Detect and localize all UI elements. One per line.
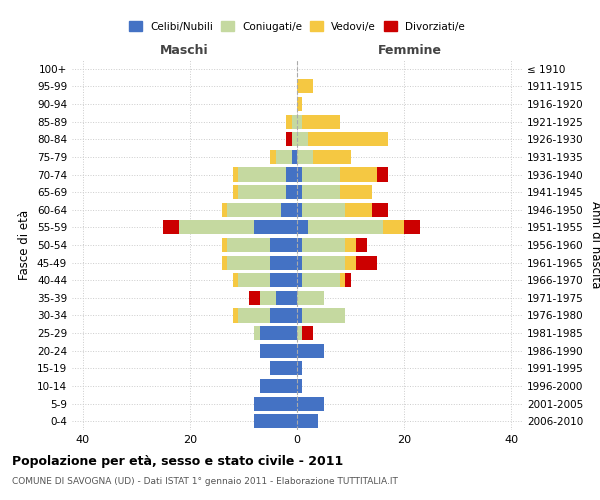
Bar xyxy=(308,220,383,234)
Bar xyxy=(297,185,302,199)
Bar xyxy=(340,185,372,199)
Bar xyxy=(254,326,260,340)
Bar xyxy=(260,344,297,358)
Bar xyxy=(297,168,302,181)
Bar xyxy=(270,308,297,322)
Bar xyxy=(404,220,420,234)
Bar xyxy=(345,273,350,287)
Bar xyxy=(297,220,308,234)
Bar xyxy=(286,185,297,199)
Bar xyxy=(233,308,238,322)
Bar xyxy=(302,308,345,322)
Bar xyxy=(297,414,319,428)
Bar xyxy=(302,256,345,270)
Text: Femmine: Femmine xyxy=(377,44,442,58)
Bar xyxy=(297,344,324,358)
Bar xyxy=(377,168,388,181)
Bar xyxy=(292,150,297,164)
Y-axis label: Anni di nascita: Anni di nascita xyxy=(589,202,600,288)
Bar xyxy=(292,114,297,128)
Bar xyxy=(372,202,388,217)
Bar xyxy=(297,326,302,340)
Bar xyxy=(275,291,297,305)
Bar xyxy=(313,150,350,164)
Bar xyxy=(260,291,275,305)
Bar xyxy=(179,220,254,234)
Bar xyxy=(270,256,297,270)
Bar xyxy=(345,256,356,270)
Text: COMUNE DI SAVOGNA (UD) - Dati ISTAT 1° gennaio 2011 - Elaborazione TUTTITALIA.IT: COMUNE DI SAVOGNA (UD) - Dati ISTAT 1° g… xyxy=(12,478,398,486)
Bar xyxy=(222,256,227,270)
Bar xyxy=(302,238,345,252)
Bar xyxy=(222,238,227,252)
Bar xyxy=(238,168,286,181)
Bar xyxy=(302,185,340,199)
Text: Popolazione per età, sesso e stato civile - 2011: Popolazione per età, sesso e stato civil… xyxy=(12,455,343,468)
Bar xyxy=(297,396,324,410)
Bar xyxy=(356,238,367,252)
Bar xyxy=(238,185,286,199)
Bar xyxy=(297,80,313,94)
Bar xyxy=(297,114,302,128)
Bar xyxy=(302,202,345,217)
Bar xyxy=(302,326,313,340)
Bar xyxy=(254,396,297,410)
Bar xyxy=(222,202,227,217)
Bar xyxy=(286,132,292,146)
Bar xyxy=(254,414,297,428)
Bar xyxy=(227,238,270,252)
Bar xyxy=(270,150,275,164)
Bar xyxy=(260,326,297,340)
Bar xyxy=(297,202,302,217)
Bar xyxy=(302,273,340,287)
Y-axis label: Fasce di età: Fasce di età xyxy=(19,210,31,280)
Bar xyxy=(302,168,340,181)
Bar xyxy=(163,220,179,234)
Bar xyxy=(340,168,377,181)
Bar xyxy=(233,273,238,287)
Bar xyxy=(297,379,302,393)
Bar xyxy=(233,185,238,199)
Bar xyxy=(254,220,297,234)
Bar xyxy=(227,202,281,217)
Bar xyxy=(270,273,297,287)
Bar xyxy=(356,256,377,270)
Bar xyxy=(233,168,238,181)
Bar xyxy=(308,132,388,146)
Bar xyxy=(297,97,302,111)
Bar xyxy=(297,256,302,270)
Bar xyxy=(297,132,308,146)
Bar xyxy=(270,238,297,252)
Bar xyxy=(227,256,270,270)
Bar xyxy=(286,168,297,181)
Bar xyxy=(292,132,297,146)
Bar xyxy=(297,362,302,376)
Bar xyxy=(297,273,302,287)
Text: Maschi: Maschi xyxy=(160,44,209,58)
Bar xyxy=(340,273,345,287)
Bar xyxy=(238,273,270,287)
Bar xyxy=(297,308,302,322)
Bar xyxy=(383,220,404,234)
Bar xyxy=(345,238,356,252)
Bar xyxy=(249,291,260,305)
Bar xyxy=(238,308,270,322)
Bar xyxy=(297,150,313,164)
Bar xyxy=(260,379,297,393)
Bar xyxy=(270,362,297,376)
Legend: Celibi/Nubili, Coniugati/e, Vedovi/e, Divorziati/e: Celibi/Nubili, Coniugati/e, Vedovi/e, Di… xyxy=(125,17,469,36)
Bar xyxy=(286,114,292,128)
Bar xyxy=(297,291,324,305)
Bar xyxy=(297,238,302,252)
Bar xyxy=(281,202,297,217)
Bar xyxy=(345,202,372,217)
Bar xyxy=(302,114,340,128)
Bar xyxy=(275,150,292,164)
